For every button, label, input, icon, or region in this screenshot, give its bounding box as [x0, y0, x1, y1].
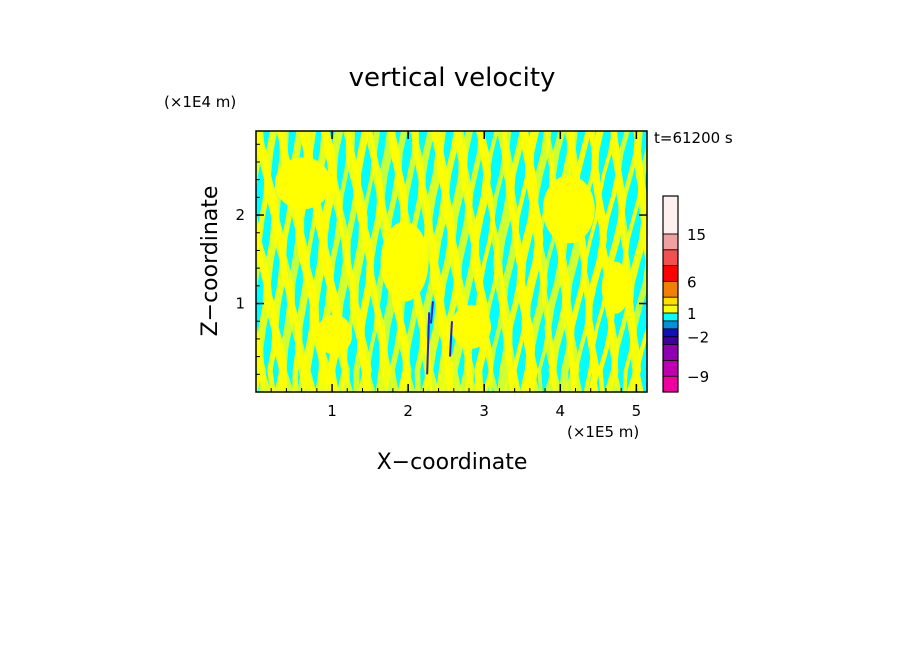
- field-stripe: [629, 144, 647, 392]
- colorbar-tick-label: 1: [687, 305, 697, 323]
- colorbar-bin: [662, 304, 679, 314]
- x-axis-ticks: 1 2 3 4 5: [270, 131, 642, 420]
- x-unit-label: (×1E5 m): [567, 423, 639, 441]
- time-label: t=61200 s: [654, 129, 733, 147]
- field-core: [429, 301, 434, 324]
- colorbar-bin: [662, 312, 679, 322]
- plot-frame: [255, 130, 648, 393]
- field-blob: [380, 221, 429, 302]
- field-core: [448, 321, 453, 357]
- y-tick-label: 1: [235, 295, 245, 313]
- field-blob: [542, 175, 595, 244]
- field-blob: [316, 314, 353, 355]
- field-stripe: [256, 131, 272, 392]
- field-core: [426, 312, 431, 375]
- y-axis-ticks: 12: [235, 143, 647, 375]
- field-blob: [451, 304, 492, 349]
- field-blob: [601, 261, 630, 314]
- colorbar-frame: [662, 195, 679, 393]
- colorbar-bin: [662, 249, 679, 266]
- colorbar-bin: [662, 344, 679, 361]
- field-stripe: [611, 131, 640, 392]
- colorbar-bin: [662, 280, 679, 298]
- field-stripe: [590, 131, 616, 392]
- colorbar-tick-label: 6: [687, 273, 697, 291]
- colorbar-bin: [662, 328, 679, 338]
- colorbar-bin: [662, 265, 679, 282]
- y-unit-label: (×1E4 m): [164, 93, 236, 111]
- x-tick-label: 3: [479, 402, 489, 420]
- x-tick-label: 2: [403, 402, 413, 420]
- colorbar-bin: [662, 296, 679, 306]
- chart-title: vertical velocity: [349, 63, 556, 93]
- field-stripe: [634, 203, 647, 392]
- field-blob: [274, 157, 331, 210]
- colorbar-tick-label: −2: [687, 329, 709, 347]
- colorbar-bin: [662, 320, 679, 330]
- x-tick-label: 5: [632, 402, 642, 420]
- colorbar-tick-label: −9: [687, 368, 709, 386]
- colorbar: 15 6 1 −2 −9: [662, 195, 709, 393]
- colorbar-bin: [662, 336, 679, 345]
- x-axis-label: X−coordinate: [377, 450, 528, 475]
- field-stripe: [526, 131, 552, 392]
- colorbar-bin: [662, 233, 679, 251]
- y-axis-label: Z−coordinate: [198, 186, 223, 337]
- colorbar-tick-label: 15: [687, 226, 706, 244]
- x-tick-label: 4: [556, 402, 566, 420]
- colorbar-bin: [662, 359, 679, 377]
- colorbar-bin: [662, 375, 679, 393]
- x-tick-label: 1: [327, 402, 337, 420]
- velocity-field: [256, 131, 647, 392]
- colorbar-bin: [662, 195, 679, 235]
- y-tick-label: 2: [235, 206, 245, 224]
